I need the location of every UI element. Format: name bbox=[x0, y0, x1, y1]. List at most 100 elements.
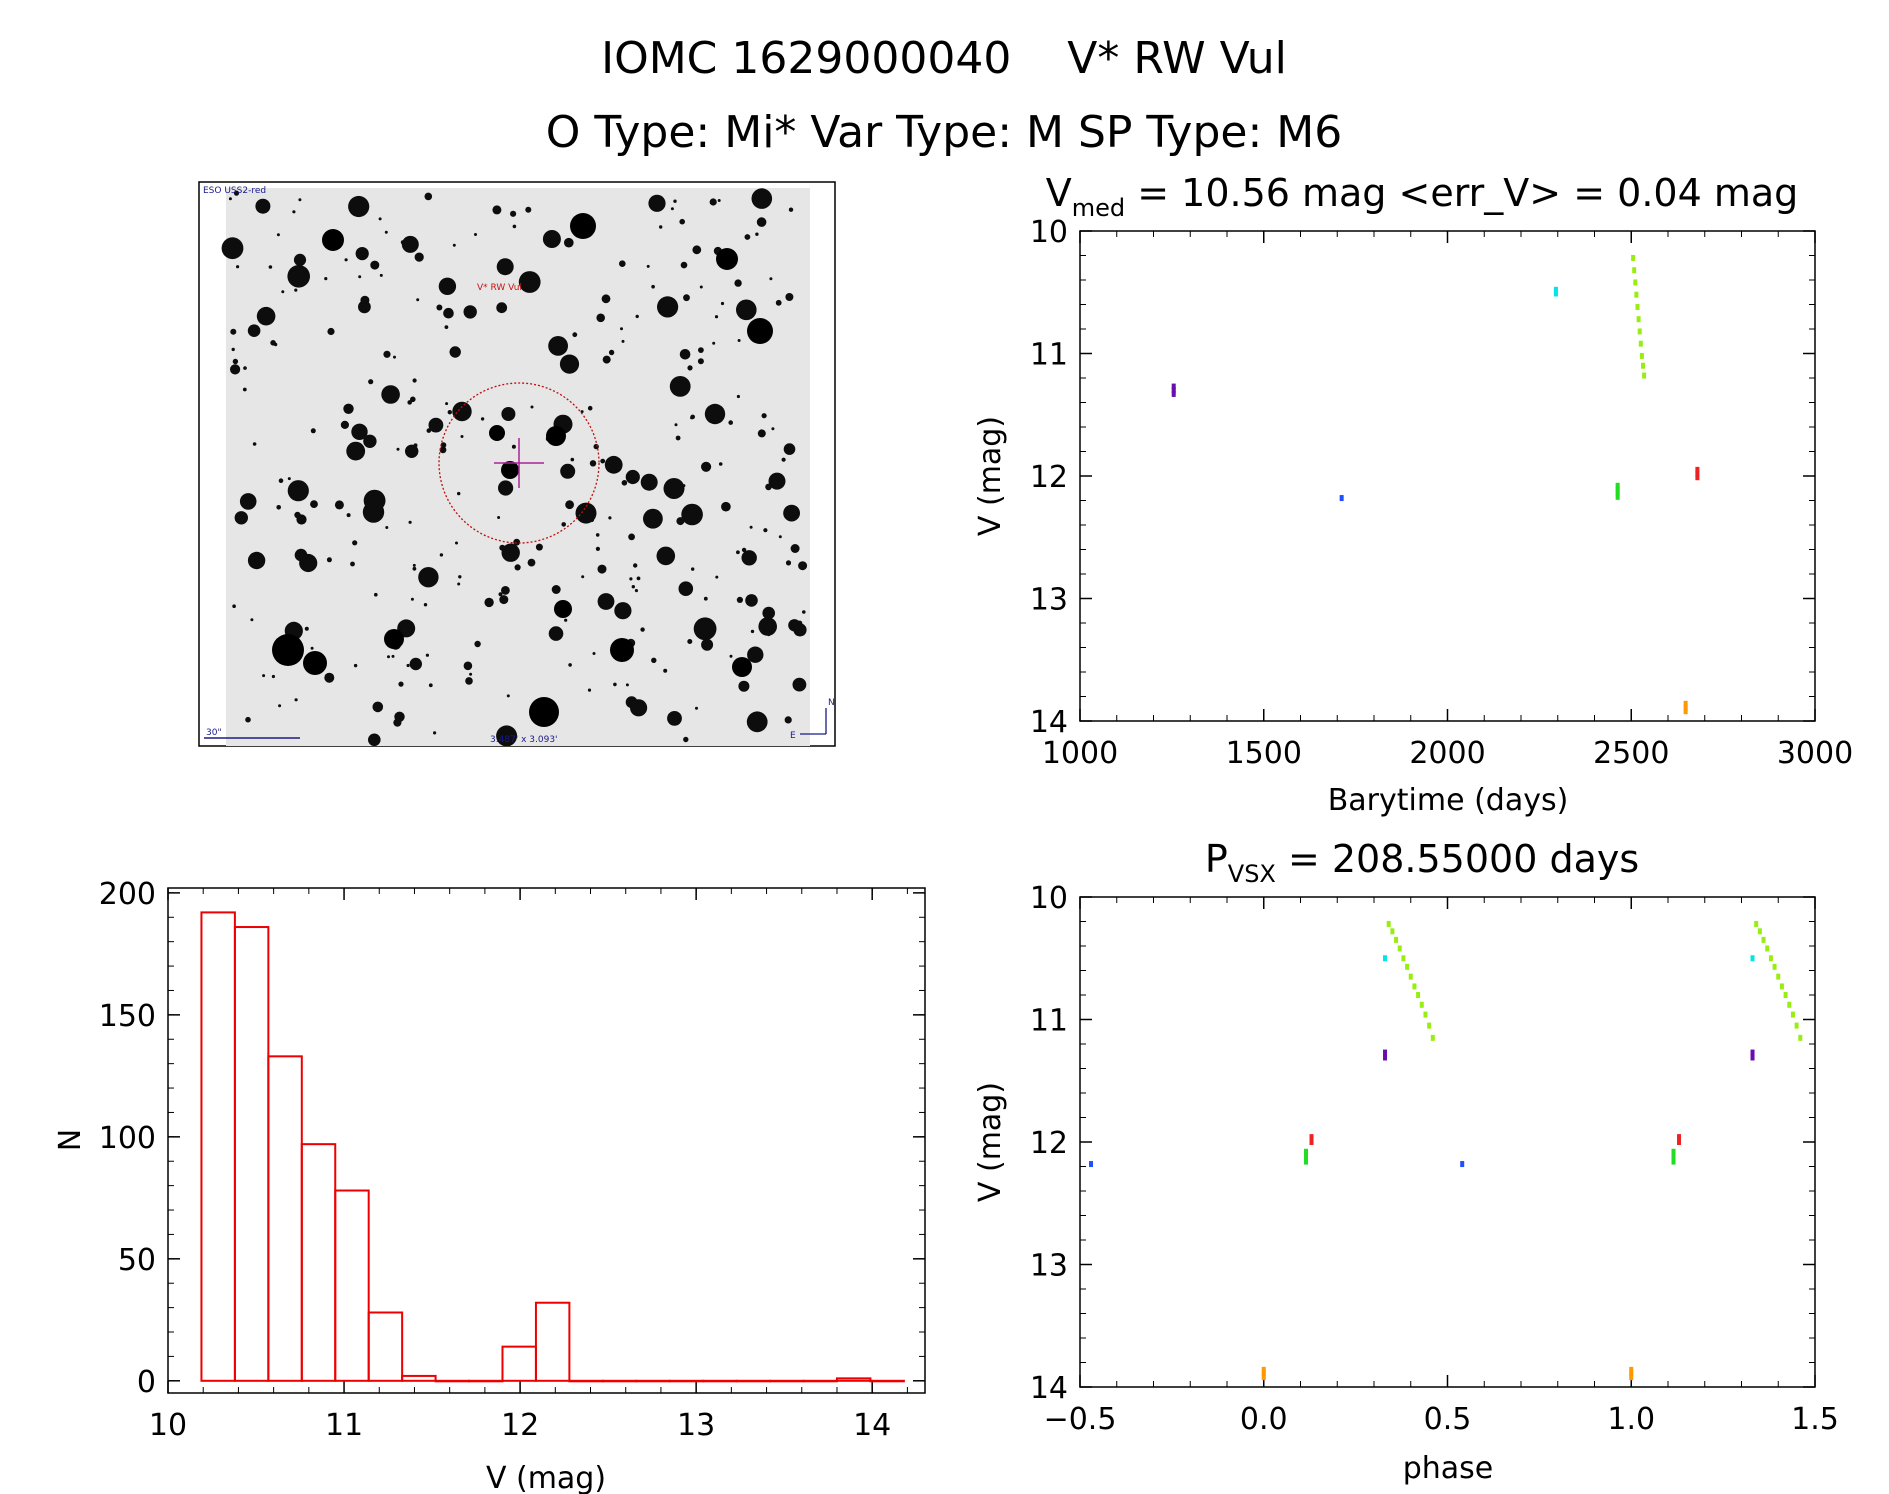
finder-star bbox=[353, 455, 357, 459]
finder-star bbox=[458, 575, 462, 579]
finder-star bbox=[271, 674, 275, 679]
finder-star bbox=[428, 683, 433, 688]
finder-star bbox=[509, 210, 517, 217]
finder-star bbox=[783, 504, 800, 522]
finder-star bbox=[619, 260, 626, 268]
finder-star bbox=[679, 218, 685, 225]
finder-star bbox=[741, 547, 747, 553]
histogram-bar bbox=[233, 926, 270, 1382]
lightcurve-xtick-label: 1000 bbox=[1042, 736, 1118, 771]
lightcurve-ytick-label: 10 bbox=[1030, 215, 1068, 250]
finder-star bbox=[245, 716, 251, 723]
finder-star bbox=[484, 597, 494, 608]
finder-star bbox=[718, 462, 723, 466]
scale-label: 30" bbox=[206, 728, 222, 738]
finder-star bbox=[687, 365, 693, 371]
finder-star bbox=[551, 585, 561, 594]
phased-point-s5 bbox=[1419, 1001, 1424, 1008]
finder-star bbox=[256, 306, 276, 326]
finder-star bbox=[340, 420, 349, 429]
phased-xtick-label: 0.0 bbox=[1240, 1402, 1288, 1437]
lightcurve-point-s5 bbox=[1638, 340, 1643, 347]
histogram-bar bbox=[300, 1143, 337, 1382]
finder-star bbox=[346, 441, 366, 461]
finder-star bbox=[412, 378, 417, 383]
finder-star bbox=[601, 294, 611, 304]
histogram-bar bbox=[835, 1377, 872, 1382]
finder-star bbox=[580, 410, 584, 414]
finder-star bbox=[750, 629, 755, 634]
finder-star bbox=[499, 595, 509, 605]
finder-star bbox=[763, 528, 768, 533]
finder-star bbox=[255, 198, 271, 214]
phased-point-s5 bbox=[1768, 955, 1773, 962]
phased-point-s6 bbox=[1677, 1134, 1682, 1141]
finder-star bbox=[310, 500, 318, 508]
finder-star bbox=[597, 564, 607, 574]
phased-point-s7 bbox=[1629, 1370, 1634, 1377]
finder-star bbox=[363, 489, 386, 512]
histogram-bar bbox=[702, 1379, 738, 1383]
finder-star bbox=[631, 585, 635, 589]
finder-star bbox=[646, 264, 650, 268]
target-label: V* RW Vul bbox=[477, 283, 522, 293]
finder-star bbox=[506, 694, 510, 698]
phased-title-rest: = 208.55000 days bbox=[1276, 837, 1639, 881]
finder-star bbox=[768, 472, 786, 490]
phased-axes-frame bbox=[1079, 896, 1816, 1388]
finder-star bbox=[746, 711, 768, 733]
lightcurve-point-s5 bbox=[1632, 267, 1637, 274]
finder-star bbox=[368, 379, 374, 385]
main-title: IOMC 1629000040 V* RW Vul bbox=[601, 33, 1287, 84]
lightcurve-xlabel: Barytime (days) bbox=[1328, 783, 1569, 818]
finder-star bbox=[698, 347, 704, 353]
finder-star bbox=[656, 546, 676, 566]
finder-star bbox=[423, 603, 428, 607]
finder-star bbox=[530, 405, 534, 409]
finder-star bbox=[674, 423, 678, 427]
lightcurve-point-s3 bbox=[1553, 286, 1558, 293]
finder-star bbox=[663, 668, 668, 673]
finder-star bbox=[465, 677, 473, 685]
finder-star bbox=[568, 663, 572, 667]
finder-star bbox=[542, 230, 561, 248]
finder-star bbox=[294, 288, 298, 292]
finder-star bbox=[604, 455, 623, 474]
finder-star bbox=[393, 718, 402, 727]
phased-point-s5 bbox=[1394, 936, 1399, 943]
finder-star bbox=[693, 617, 717, 641]
finder-star bbox=[613, 682, 617, 687]
finder-star bbox=[360, 295, 370, 305]
finder-star bbox=[738, 680, 750, 692]
finder-star bbox=[250, 618, 254, 622]
finder-star bbox=[675, 435, 681, 441]
finder-star bbox=[589, 460, 597, 467]
phased-point-s4 bbox=[1304, 1148, 1309, 1155]
phased-point-s7 bbox=[1261, 1366, 1266, 1373]
finder-star bbox=[628, 533, 635, 541]
finder-star bbox=[438, 277, 457, 295]
lightcurve-xtick-label: 1500 bbox=[1226, 736, 1302, 771]
finder-star bbox=[717, 199, 721, 202]
histogram-axes-frame bbox=[167, 887, 926, 1394]
finder-star bbox=[294, 481, 300, 486]
finder-star bbox=[439, 553, 444, 557]
finder-star bbox=[564, 237, 574, 248]
finder-star bbox=[231, 347, 235, 352]
compass-east-label: E bbox=[790, 731, 796, 741]
finder-star bbox=[247, 324, 261, 338]
finder-star bbox=[659, 225, 663, 229]
finder-star bbox=[409, 657, 422, 671]
finder-star bbox=[621, 339, 625, 343]
finder-star bbox=[788, 619, 801, 632]
phased-ytick-label: 13 bbox=[1030, 1249, 1068, 1284]
finder-star bbox=[635, 314, 639, 319]
finder-star bbox=[234, 511, 248, 525]
phased-point-s3 bbox=[1750, 955, 1755, 962]
phased-point-s4 bbox=[1304, 1158, 1309, 1165]
finder-star-bright bbox=[529, 697, 559, 727]
finder-star bbox=[673, 199, 677, 203]
finder-star bbox=[232, 604, 236, 608]
finder-star bbox=[728, 420, 733, 425]
finder-star bbox=[758, 617, 777, 636]
